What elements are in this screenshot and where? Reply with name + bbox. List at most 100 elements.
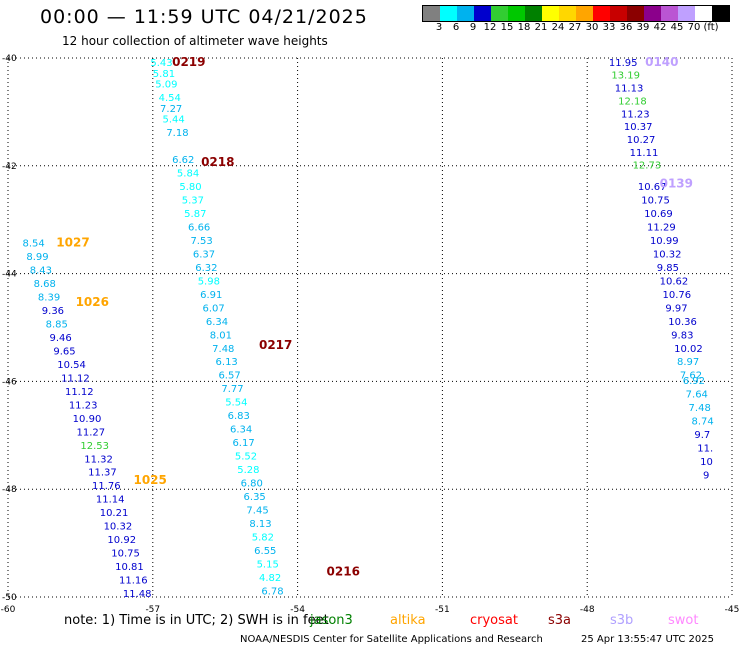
legend-label: 24 [551, 22, 565, 33]
wave-height-value: 11.12 [65, 387, 94, 398]
wave-height-value: 6.13 [216, 357, 238, 368]
wave-height-value: 11.48 [123, 589, 152, 600]
legend-swatch [508, 6, 525, 21]
legend-label: 36 [619, 22, 633, 33]
legend-swatch [491, 6, 508, 21]
wave-height-value: 6.91 [200, 290, 222, 301]
wave-height-value: 8.01 [210, 330, 232, 341]
legend-swatch [474, 6, 491, 21]
legend-swatch [712, 6, 729, 21]
chart-title: 00:00 — 11:59 UTC 04/21/2025 [40, 6, 368, 28]
wave-height-value: 11.76 [92, 481, 121, 492]
wave-height-value: 11.11 [630, 148, 659, 159]
wave-height-value: 6.37 [193, 249, 215, 260]
legend-label: 30 [585, 22, 599, 33]
satellite-label: cryosat [470, 613, 518, 628]
color-scale-legend [422, 5, 730, 22]
wave-height-value: 10.67 [638, 182, 667, 193]
wave-height-value: 8.39 [38, 293, 60, 304]
legend-label: 70 [687, 22, 701, 33]
wave-height-value: 5.52 [235, 452, 257, 463]
wave-height-value: 7.62 [680, 371, 702, 382]
wave-height-value: 6.17 [232, 438, 254, 449]
wave-height-value: 11.29 [647, 222, 676, 233]
wave-height-value: 6.80 [241, 479, 263, 490]
wave-height-value: 8.97 [677, 357, 699, 368]
wave-height-value: 9.83 [671, 330, 693, 341]
satellite-label: swot [668, 613, 699, 628]
chart-subtitle: 12 hour collection of altimeter wave hei… [62, 34, 328, 48]
wave-height-value: 11.95 [609, 58, 638, 69]
wave-height-value: 12.53 [80, 441, 109, 452]
y-tick-label: -42 [2, 162, 17, 172]
wave-height-value: 11.12 [61, 373, 90, 384]
wave-height-value: 9.65 [53, 346, 75, 357]
wave-height-value: 10.99 [650, 236, 679, 247]
wave-height-value: 10.32 [653, 249, 682, 260]
satellite-label: jason3 [310, 613, 353, 628]
pass-time-label: 1025 [133, 473, 166, 487]
wave-height-value: 5.98 [198, 276, 220, 287]
x-tick-label: -57 [145, 605, 160, 615]
wave-height-value: 10.32 [104, 522, 133, 533]
wave-height-value: 10.75 [641, 196, 670, 207]
legend-label: 12 [483, 22, 497, 33]
legend-label: 39 [636, 22, 650, 33]
pass-time-label: 0217 [259, 338, 292, 352]
wave-height-value: 6.62 [172, 155, 194, 166]
wave-height-value: 9.97 [665, 303, 687, 314]
satellite-label: s3b [610, 613, 634, 628]
wave-height-value: 5.82 [252, 532, 274, 543]
wave-height-value: 6.66 [188, 222, 210, 233]
y-tick-label: -46 [2, 377, 17, 387]
wave-height-value: 10.81 [115, 562, 144, 573]
wave-height-value: 10.27 [627, 135, 656, 146]
legend-swatch [627, 6, 644, 21]
wave-height-value: 5.54 [225, 398, 247, 409]
wave-height-value: 8.54 [22, 239, 44, 250]
legend-swatch [678, 6, 695, 21]
x-tick-label: -45 [725, 605, 740, 615]
wave-height-value: 5.15 [257, 559, 279, 570]
footer-timestamp: 25 Apr 13:55:47 UTC 2025 [581, 634, 714, 645]
wave-height-value: 6.83 [228, 411, 250, 422]
wave-height-value: 10.69 [644, 209, 673, 220]
color-scale-labels: 3 6 9 12 15 18 21 24 27 30 33 36 39 42 45 70 (ft) [422, 22, 740, 34]
wave-height-value: 11.13 [615, 83, 644, 94]
y-tick-label: -50 [2, 593, 17, 603]
pass-time-label: 0139 [660, 176, 693, 190]
wave-height-value: 5.87 [184, 209, 206, 220]
pass-time-label: 1026 [76, 295, 109, 309]
legend-label: 27 [568, 22, 582, 33]
wave-height-value: 11.16 [119, 576, 148, 587]
y-tick-label: -44 [2, 270, 17, 280]
wave-height-value: 5.84 [177, 169, 199, 180]
wave-height-value: 5.44 [162, 115, 184, 126]
wave-height-value: 6.32 [195, 263, 217, 274]
legend-label: 3 [435, 22, 443, 33]
wave-height-value: 11.32 [84, 454, 113, 465]
legend-label: 21 [534, 22, 548, 33]
legend-label: 6 [452, 22, 460, 33]
wave-height-value: 7.18 [166, 128, 188, 139]
y-tick-label: -40 [2, 54, 17, 64]
wave-height-value: 10.76 [662, 290, 691, 301]
wave-height-value: 9 [703, 470, 709, 481]
wave-height-value: 6.92 [683, 376, 705, 387]
wave-height-value: 9.36 [42, 306, 64, 317]
x-tick-label: -60 [1, 605, 16, 615]
wave-height-value: 5.09 [155, 80, 177, 91]
wave-height-value: 10.92 [107, 535, 136, 546]
wave-height-value: 12.18 [618, 96, 647, 107]
wave-height-value: 7.77 [221, 384, 243, 395]
wave-height-value: 10.75 [111, 549, 140, 560]
satellite-label: altika [390, 613, 426, 628]
legend-label: (ft) [703, 22, 719, 33]
legend-swatch [593, 6, 610, 21]
wave-height-value: 6.34 [230, 425, 252, 436]
wave-height-value: 13.19 [611, 70, 640, 81]
wave-height-value: 11.23 [621, 109, 650, 120]
chart-note: note: 1) Time is in UTC; 2) SWH is in fe… [64, 613, 329, 628]
legend-swatch [457, 6, 474, 21]
